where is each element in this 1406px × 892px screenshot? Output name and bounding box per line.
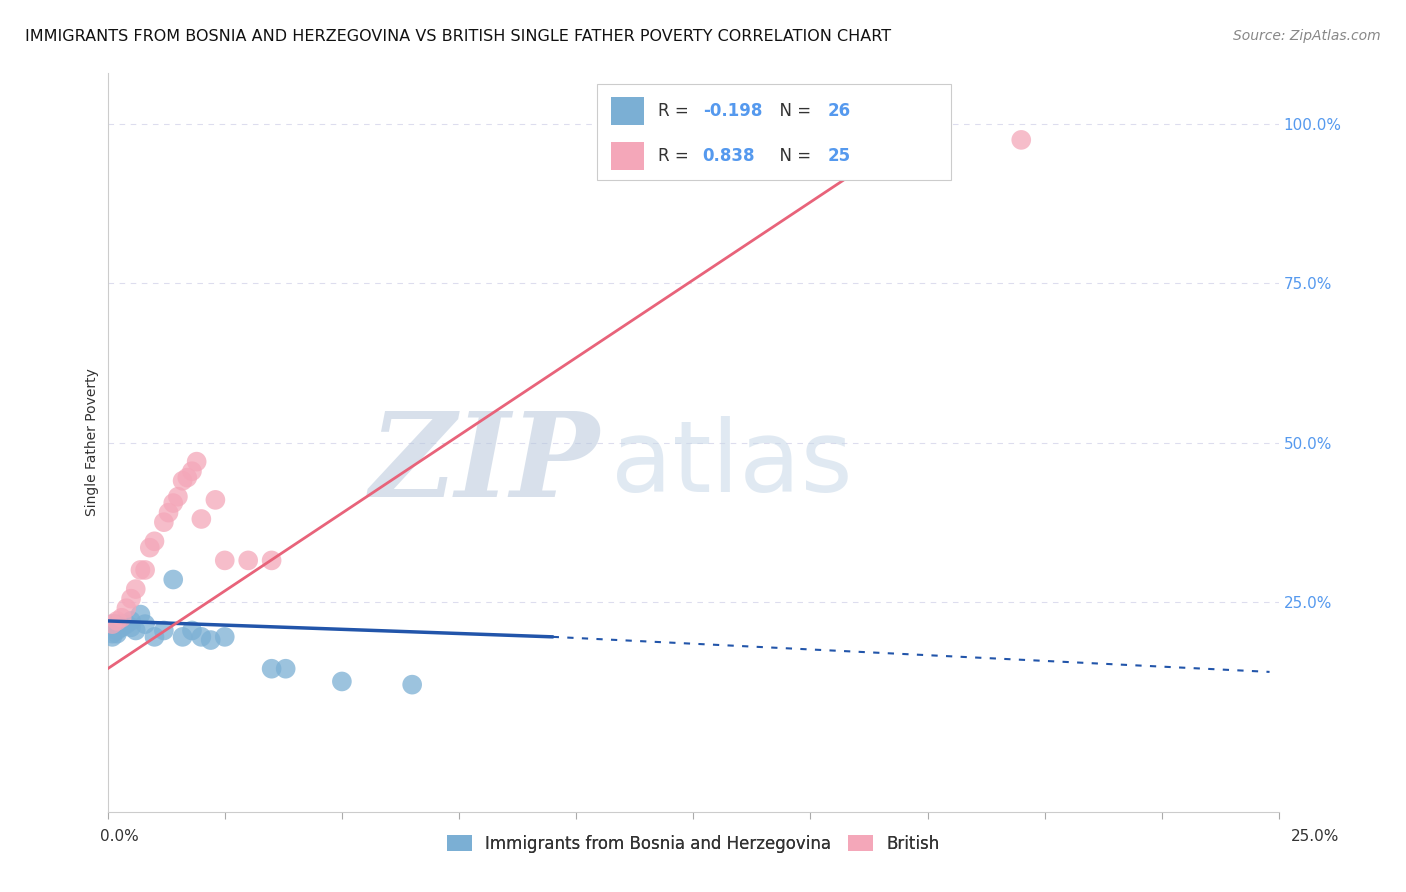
Point — [181, 624, 204, 638]
Point — [176, 470, 198, 484]
Legend: Immigrants from Bosnia and Herzegovina, British: Immigrants from Bosnia and Herzegovina, … — [440, 828, 946, 859]
FancyBboxPatch shape — [598, 84, 950, 180]
Point — [172, 630, 194, 644]
Point — [139, 541, 162, 555]
Point — [186, 455, 208, 469]
Point — [143, 630, 166, 644]
Point — [115, 601, 138, 615]
Point — [101, 617, 124, 632]
Point — [260, 553, 283, 567]
Point — [111, 617, 134, 632]
Text: ZIP: ZIP — [370, 408, 599, 522]
Point — [190, 512, 212, 526]
Point — [129, 607, 152, 622]
Point — [162, 496, 184, 510]
Point — [129, 563, 152, 577]
Point — [111, 620, 134, 634]
Point — [330, 674, 353, 689]
Text: N =: N = — [769, 102, 817, 120]
Point — [115, 617, 138, 632]
Point — [120, 620, 142, 634]
Point — [101, 617, 124, 632]
Point — [101, 626, 124, 640]
Point — [893, 133, 915, 147]
Bar — [612, 142, 644, 170]
Point — [204, 492, 226, 507]
Point — [105, 614, 128, 628]
Point — [190, 630, 212, 644]
Text: 25.0%: 25.0% — [1291, 830, 1339, 844]
Point — [274, 662, 297, 676]
Bar — [612, 97, 644, 125]
Point — [181, 464, 204, 478]
Point — [214, 553, 236, 567]
Point — [200, 633, 222, 648]
Point — [111, 611, 134, 625]
Point — [153, 515, 176, 529]
Text: N =: N = — [769, 147, 817, 165]
Point — [105, 626, 128, 640]
Y-axis label: Single Father Poverty: Single Father Poverty — [86, 368, 100, 516]
Point — [153, 624, 176, 638]
Text: 25: 25 — [828, 147, 851, 165]
Point — [167, 490, 190, 504]
Text: IMMIGRANTS FROM BOSNIA AND HERZEGOVINA VS BRITISH SINGLE FATHER POVERTY CORRELAT: IMMIGRANTS FROM BOSNIA AND HERZEGOVINA V… — [25, 29, 891, 44]
Point — [1010, 133, 1032, 147]
Point — [134, 563, 156, 577]
Point — [120, 614, 142, 628]
Point — [125, 624, 148, 638]
Point — [120, 591, 142, 606]
Text: atlas: atlas — [612, 417, 853, 513]
Text: R =: R = — [658, 147, 695, 165]
Point — [162, 573, 184, 587]
Point — [157, 506, 180, 520]
Point — [105, 617, 128, 632]
Point — [238, 553, 260, 567]
Text: R =: R = — [658, 102, 695, 120]
Point — [172, 474, 194, 488]
Point — [101, 630, 124, 644]
Point — [401, 678, 423, 692]
Point — [125, 582, 148, 596]
Point — [134, 617, 156, 632]
Text: Source: ZipAtlas.com: Source: ZipAtlas.com — [1233, 29, 1381, 43]
Text: 0.0%: 0.0% — [100, 830, 139, 844]
Text: -0.198: -0.198 — [703, 102, 762, 120]
Point — [105, 624, 128, 638]
Text: 26: 26 — [828, 102, 851, 120]
Point — [260, 662, 283, 676]
Point — [143, 534, 166, 549]
Point — [214, 630, 236, 644]
Text: 0.838: 0.838 — [703, 147, 755, 165]
